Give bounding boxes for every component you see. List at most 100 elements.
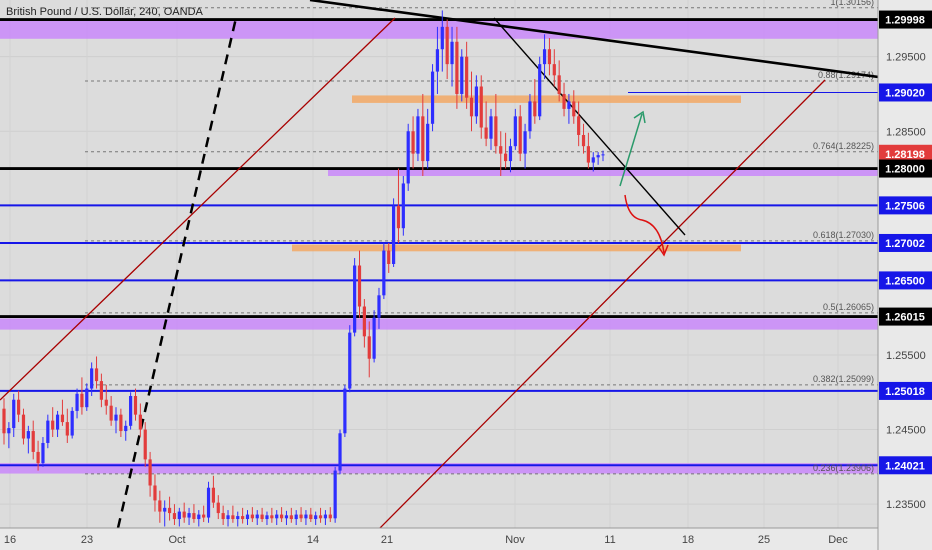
candle-body <box>567 101 571 109</box>
candle-body <box>542 49 547 65</box>
price-labels: 1.29998 1.29020 1.28198 1.28000 1.27506 1.270… <box>879 10 932 475</box>
fib-levels: 1(1.30156) 0.88(1.29174) 0.764(1.28225) 0.6… <box>85 0 878 475</box>
candle-body <box>377 295 381 318</box>
candle-body <box>596 155 600 158</box>
candle-body <box>348 332 352 389</box>
candle-body <box>197 514 201 520</box>
channel-lower-line <box>379 79 826 529</box>
y-tick-label: 1.23500 <box>886 499 926 511</box>
candle-body <box>338 433 342 471</box>
price-label-text: 1.28198 <box>885 149 925 161</box>
y-tick-label: 1.25500 <box>886 350 926 362</box>
candle-body <box>90 368 94 389</box>
candle-body <box>533 101 537 117</box>
time-axis[interactable] <box>0 528 878 550</box>
price-label-box <box>879 144 932 163</box>
fib-label: 0.764(1.28225) <box>813 141 874 151</box>
candle-body <box>508 146 513 162</box>
candle-body <box>2 408 6 434</box>
channel-upper-line <box>0 17 396 401</box>
candle-body <box>21 414 26 439</box>
x-tick-label: Nov <box>505 534 525 546</box>
candle-body <box>294 514 298 520</box>
candle-body <box>465 56 469 98</box>
candle-body <box>275 514 279 519</box>
candle-body <box>401 183 405 229</box>
fib-label: 1(1.30156) <box>830 0 874 7</box>
candle-body <box>411 131 415 154</box>
x-tick-label: Oct <box>168 534 185 546</box>
candle-body <box>538 64 542 117</box>
candle-body <box>581 134 586 147</box>
price-label-box <box>879 233 932 252</box>
zone-purple <box>0 318 878 330</box>
candle-body <box>547 49 552 65</box>
candle-body <box>143 429 147 460</box>
candle-body <box>499 146 503 154</box>
price-label-box <box>879 381 932 400</box>
red-arrow-head <box>657 244 669 257</box>
candle-body <box>362 306 366 337</box>
candle-body <box>460 56 464 94</box>
candle-body <box>328 514 332 519</box>
candle-body <box>382 250 386 296</box>
candle-body <box>270 515 274 519</box>
candle-body <box>148 459 152 486</box>
candle-body <box>318 515 323 519</box>
candle-body <box>75 393 79 411</box>
x-tick-label: 14 <box>307 534 319 546</box>
candle-body <box>440 26 444 50</box>
candle-body <box>7 428 11 434</box>
fib-label: 0.382(1.25099) <box>813 374 874 384</box>
candle-body <box>65 422 69 436</box>
candle-body <box>138 414 142 430</box>
candle-body <box>484 127 488 139</box>
candle-body <box>177 511 181 520</box>
candle-body <box>309 514 313 520</box>
x-tick-label: 18 <box>682 534 694 546</box>
candle-body <box>167 507 172 514</box>
candle-body <box>85 388 89 408</box>
candle-body <box>343 388 347 434</box>
candle-body <box>133 396 138 415</box>
candle-body <box>357 265 362 307</box>
red-arrow-path <box>624 194 665 254</box>
candles <box>2 10 605 527</box>
green-arrow-head <box>633 110 646 124</box>
candle-body <box>202 514 206 518</box>
candle-body <box>231 515 235 520</box>
candle-body <box>99 381 103 400</box>
candle-body <box>129 396 133 426</box>
candle-body <box>391 205 396 264</box>
candle-body <box>372 317 376 359</box>
candle-body <box>60 414 65 423</box>
green-arrow-line <box>619 113 643 187</box>
candle-body <box>552 64 556 76</box>
candle-body <box>387 250 391 264</box>
candle-body <box>489 116 493 139</box>
candle-body <box>192 513 196 520</box>
candle-body <box>469 97 474 117</box>
dashed-trend-line <box>116 17 238 529</box>
zone-orange <box>352 95 741 103</box>
candle-body <box>513 116 517 147</box>
candle-body <box>289 515 293 520</box>
candle-body <box>104 399 108 406</box>
y-tick-label: 1.24500 <box>886 425 926 437</box>
candle-body <box>31 431 35 452</box>
candle-body <box>163 507 167 512</box>
projection-arrows <box>619 110 669 257</box>
candle-body <box>557 75 561 94</box>
candle-body <box>265 515 269 520</box>
candle-body <box>109 405 113 421</box>
candle-body <box>523 131 527 154</box>
y-tick-label: 1.28500 <box>886 126 926 138</box>
candle-body <box>284 515 289 519</box>
candle-body <box>396 205 401 229</box>
candle-body <box>255 514 259 519</box>
price-label-text: 1.29020 <box>885 87 925 99</box>
candle-body <box>474 86 478 117</box>
candle-body <box>51 420 55 430</box>
x-tick-label: 25 <box>758 534 770 546</box>
